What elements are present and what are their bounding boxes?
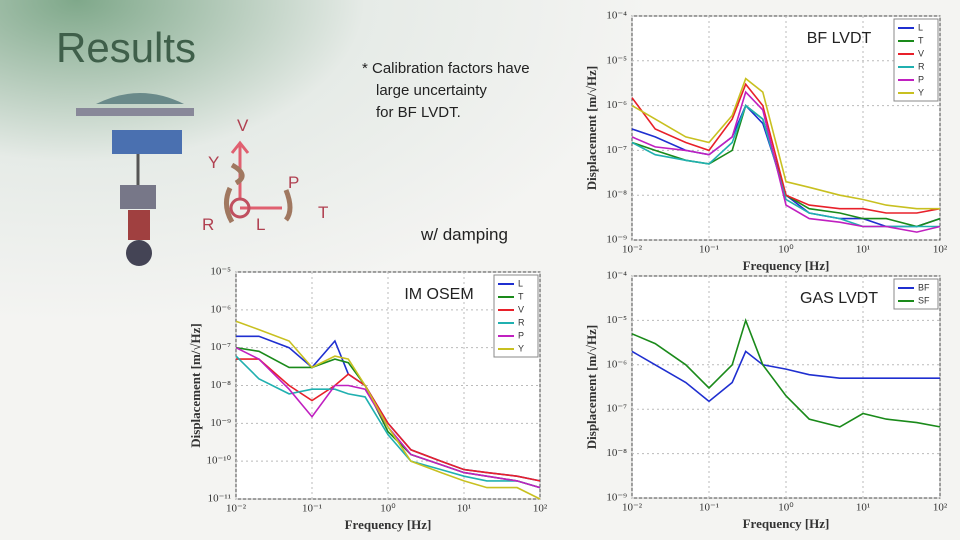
y-tick-label: 10⁻⁴	[606, 10, 627, 22]
x-tick-label: 10¹	[856, 502, 870, 514]
dof-diagram: V Y P R L T	[202, 116, 328, 234]
x-tick-label: 10¹	[457, 503, 471, 515]
chart: 10⁻² 10⁻¹ 10⁰ 10¹ 10² 10⁻⁴ 10⁻⁵ 10⁻⁶ 10⁻⁷ 10⁻⁸ 10⁻…	[584, 270, 948, 531]
y-tick-label: 10⁻¹⁰	[206, 455, 231, 467]
top-stage	[96, 93, 184, 104]
suspension-drawing	[76, 93, 194, 266]
y-tick-label: 10⁻⁸	[606, 189, 627, 201]
y-axis-label: Displacement [m/√Hz]	[584, 325, 599, 449]
axis-mark	[229, 197, 251, 219]
y-tick-label: 10⁻⁶	[210, 303, 231, 315]
x-tick-label: 10⁰	[778, 502, 794, 514]
legend-box	[893, 18, 939, 102]
legend-label: BF	[918, 282, 930, 292]
series-line	[631, 317, 941, 428]
legend-label: P	[918, 74, 924, 84]
note-line: large uncertainty	[376, 82, 487, 99]
series-line	[631, 82, 941, 214]
rotation-arrow	[224, 162, 293, 224]
legend-label: SF	[918, 295, 930, 305]
y-tick-label: 10⁻⁷	[210, 341, 231, 353]
x-tick-label: 10²	[533, 503, 548, 515]
x-axis-label: Frequency [Hz]	[743, 516, 830, 531]
note-line: for BF LVDT.	[376, 104, 461, 121]
x-tick-label: 10⁻²	[226, 503, 247, 515]
series-line	[235, 346, 541, 489]
note-line: * Calibration factors have	[362, 60, 530, 77]
y-tick-label: 10⁻⁵	[606, 54, 627, 66]
y-tick-label: 10⁻⁶	[606, 358, 627, 370]
dof-label: R	[202, 215, 214, 234]
x-tick-label: 10⁰	[380, 503, 396, 515]
y-tick-label: 10⁻⁸	[606, 447, 627, 459]
series-line	[236, 358, 541, 482]
y-tick-label: 10⁻⁴	[606, 270, 627, 282]
y-axis-label: Displacement [m/√Hz]	[584, 66, 599, 190]
x-tick-label: 10⁰	[778, 244, 794, 256]
y-tick-label: 10⁻⁶	[606, 99, 627, 111]
legend-label: T	[918, 35, 924, 45]
mirror	[126, 240, 152, 266]
legend-label: L	[518, 278, 523, 288]
x-tick-label: 10²	[933, 502, 948, 514]
x-tick-label: 10⁻²	[622, 502, 643, 514]
series-line	[235, 320, 541, 500]
legend-label: T	[518, 291, 524, 301]
y-tick-label: 10⁻⁷	[606, 403, 627, 415]
legend-label: V	[518, 304, 524, 314]
legend-box	[493, 274, 539, 358]
x-tick-label: 10⁻²	[622, 244, 643, 256]
series-line	[631, 90, 941, 233]
dof-label: V	[237, 116, 249, 135]
stage	[120, 185, 156, 209]
plate	[76, 108, 194, 116]
legend: BF SF	[893, 278, 939, 310]
dof-label: L	[256, 215, 265, 234]
x-tick-label: 10²	[933, 244, 948, 256]
x-tick-label: 10¹	[856, 244, 870, 256]
legend-box	[893, 278, 939, 310]
chart-title: IM OSEM	[404, 286, 473, 303]
chart: 10⁻² 10⁻¹ 10⁰ 10¹ 10² 10⁻⁵ 10⁻⁶ 10⁻⁷ 10⁻⁸ 10⁻⁹ 10⁻…	[188, 266, 548, 532]
y-tick-label: 10⁻⁹	[606, 492, 627, 504]
series-line	[631, 350, 940, 403]
stage	[112, 130, 182, 154]
x-tick-label: 10⁻¹	[699, 244, 719, 256]
y-tick-label: 10⁻⁵	[606, 314, 627, 326]
series-line	[631, 77, 940, 210]
y-tick-label: 10⁻⁸	[210, 379, 231, 391]
y-axis-label: Displacement [m/√Hz]	[188, 323, 203, 447]
legend-label: V	[918, 48, 924, 58]
y-tick-label: 10⁻⁹	[606, 234, 627, 246]
x-axis-label: Frequency [Hz]	[743, 258, 830, 273]
legend-label: R	[918, 61, 925, 71]
dof-label: T	[318, 203, 328, 222]
y-tick-label: 10⁻⁵	[210, 266, 231, 278]
legend-label: R	[518, 317, 525, 327]
y-tick-label: 10⁻⁹	[210, 417, 231, 429]
chart: 10⁻² 10⁻¹ 10⁰ 10¹ 10² 10⁻⁴ 10⁻⁵ 10⁻⁶ 10⁻⁷ 10⁻⁸ 10⁻…	[584, 10, 948, 273]
x-tick-label: 10⁻¹	[302, 503, 322, 515]
legend-label: Y	[518, 343, 524, 353]
legend-label: Y	[918, 87, 924, 97]
x-tick-label: 10⁻¹	[699, 502, 719, 514]
y-tick-label: 10⁻¹¹	[208, 493, 231, 505]
legend-label: P	[518, 330, 524, 340]
dof-label: Y	[208, 153, 219, 172]
dof-label: P	[288, 173, 299, 192]
legend-label: L	[918, 22, 923, 32]
y-tick-label: 10⁻⁷	[606, 144, 627, 156]
x-axis-label: Frequency [Hz]	[345, 517, 432, 532]
caption: w/ damping	[420, 225, 508, 244]
chart-title: BF LVDT	[807, 30, 872, 47]
chart-title: GAS LVDT	[800, 290, 878, 307]
note: * Calibration factors have large uncerta…	[362, 60, 530, 121]
mass	[128, 210, 150, 240]
slide-title: Results	[56, 24, 196, 71]
